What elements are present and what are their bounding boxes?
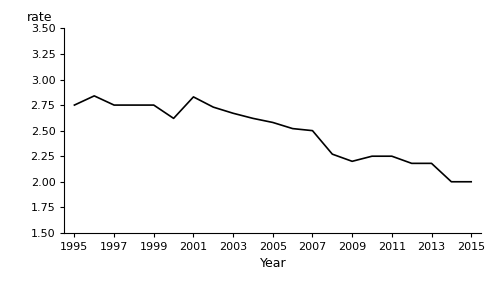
- X-axis label: Year: Year: [259, 258, 286, 270]
- Text: rate: rate: [27, 11, 53, 24]
